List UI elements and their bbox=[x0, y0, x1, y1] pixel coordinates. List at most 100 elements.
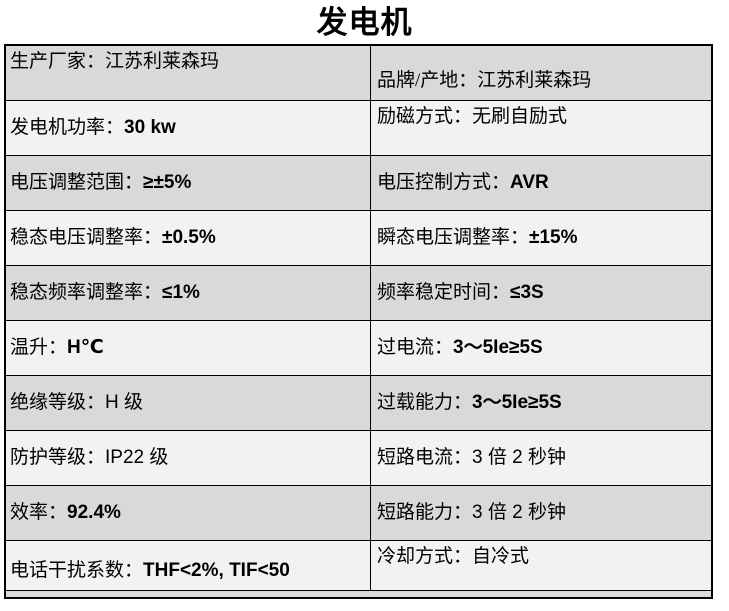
spec-value: 3～5Ie≥5S bbox=[472, 392, 562, 413]
label-value-separator: ： bbox=[453, 106, 473, 127]
spec-cell-right: 励磁方式：无刷自励式 bbox=[371, 101, 711, 155]
spec-cell-right: 品牌/产地：江苏利莱森玛 bbox=[371, 46, 711, 100]
spec-cell-left: 绝缘等级：H 级 bbox=[6, 376, 371, 430]
label-value-separator: ： bbox=[453, 502, 473, 523]
spec-text: 生产厂家：江苏利莱森玛 bbox=[10, 50, 219, 74]
label-value-separator: ： bbox=[86, 51, 106, 72]
spec-cell-left: 温升：H℃ bbox=[6, 321, 371, 375]
spec-value: 3 倍 2 秒钟 bbox=[472, 447, 567, 468]
label-value-separator: ： bbox=[491, 172, 511, 193]
spec-text: 励磁方式：无刷自励式 bbox=[377, 105, 567, 129]
label-value-separator: ： bbox=[453, 392, 473, 413]
page-title: 发电机 bbox=[316, 5, 413, 40]
spec-value: AVR bbox=[510, 172, 549, 193]
spec-value: 92.4% bbox=[67, 502, 121, 523]
spec-label: 频率稳定时间 bbox=[377, 282, 492, 303]
spec-text: 短路电流：3 倍 2 秒钟 bbox=[377, 446, 566, 470]
spec-text: 电压控制方式：AVR bbox=[377, 171, 549, 195]
spec-cell-right: 过电流：3～5Ie≥5S bbox=[371, 321, 711, 375]
spec-label: 品牌/产地 bbox=[377, 70, 459, 91]
label-value-separator: ： bbox=[86, 392, 106, 413]
spec-value: 江苏利莱森玛 bbox=[105, 51, 220, 72]
table-row: 发电机功率：30 kw 励磁方式：无刷自励式 bbox=[6, 101, 711, 156]
spec-value: H℃ bbox=[67, 337, 104, 358]
label-value-separator: ： bbox=[124, 172, 144, 193]
spec-label: 电压控制方式 bbox=[377, 172, 492, 193]
spec-text: 温升：H℃ bbox=[10, 336, 104, 360]
spec-text: 效率：92.4% bbox=[10, 501, 121, 525]
spec-table: 生产厂家：江苏利莱森玛 品牌/产地：江苏利莱森玛 发电机功率：30 kw 励磁方… bbox=[4, 44, 713, 599]
spec-text: 品牌/产地：江苏利莱森玛 bbox=[377, 69, 591, 93]
spec-value: 3～5Ie≥5S bbox=[453, 337, 543, 358]
table-bottom-spacer-row bbox=[6, 591, 711, 597]
spec-text: 短路能力：3 倍 2 秒钟 bbox=[377, 501, 566, 525]
spec-label: 冷却方式 bbox=[377, 546, 454, 567]
label-value-separator: ： bbox=[143, 227, 163, 248]
spec-cell-left: 稳态电压调整率：±0.5% bbox=[6, 211, 371, 265]
spec-text: 电压调整范围：≥±5% bbox=[10, 171, 191, 195]
table-row: 防护等级：IP22 级 短路电流：3 倍 2 秒钟 bbox=[6, 431, 711, 486]
label-value-separator: ： bbox=[510, 227, 530, 248]
spec-label: 生产厂家 bbox=[10, 51, 87, 72]
spec-label: 稳态电压调整率 bbox=[10, 227, 144, 248]
spec-cell-right: 冷却方式：自冷式 bbox=[371, 541, 711, 590]
spec-value: 无刷自励式 bbox=[472, 106, 568, 127]
label-value-separator: ： bbox=[453, 546, 473, 567]
label-value-separator: ： bbox=[48, 337, 68, 358]
label-value-separator: ： bbox=[434, 337, 454, 358]
spec-text: 稳态电压调整率：±0.5% bbox=[10, 226, 216, 250]
table-row: 温升：H℃ 过电流：3～5Ie≥5S bbox=[6, 321, 711, 376]
spec-label: 温升 bbox=[10, 337, 49, 358]
spec-text: 稳态频率调整率：≤1% bbox=[10, 281, 200, 305]
table-row: 稳态频率调整率：≤1% 频率稳定时间：≤3S bbox=[6, 266, 711, 321]
table-row: 生产厂家：江苏利莱森玛 品牌/产地：江苏利莱森玛 bbox=[6, 46, 711, 101]
spec-label: 过载能力 bbox=[377, 392, 454, 413]
spec-value: 30 kw bbox=[124, 117, 176, 138]
spec-text: 冷却方式：自冷式 bbox=[377, 545, 529, 569]
spec-text: 过电流：3～5Ie≥5S bbox=[377, 336, 543, 360]
label-value-separator: ： bbox=[491, 282, 511, 303]
spec-label: 瞬态电压调整率 bbox=[377, 227, 511, 248]
spec-value: ≥±5% bbox=[143, 172, 192, 193]
label-value-separator: ： bbox=[86, 447, 106, 468]
spec-cell-right: 过载能力：3～5Ie≥5S bbox=[371, 376, 711, 430]
spec-label: 短路电流 bbox=[377, 447, 454, 468]
spec-cell-right: 瞬态电压调整率：±15% bbox=[371, 211, 711, 265]
spec-cell-left: 防护等级：IP22 级 bbox=[6, 431, 371, 485]
spec-label: 短路能力 bbox=[377, 502, 454, 523]
spec-label: 效率 bbox=[10, 502, 49, 523]
label-value-separator: ： bbox=[48, 502, 68, 523]
table-row: 电压调整范围：≥±5% 电压控制方式：AVR bbox=[6, 156, 711, 211]
spec-value: ±15% bbox=[529, 227, 578, 248]
spec-value: 3 倍 2 秒钟 bbox=[472, 502, 567, 523]
label-value-separator: ： bbox=[458, 70, 478, 91]
spec-value: 江苏利莱森玛 bbox=[477, 70, 592, 91]
label-value-separator: ： bbox=[124, 560, 144, 581]
spec-label: 防护等级 bbox=[10, 447, 87, 468]
table-row: 效率：92.4% 短路能力：3 倍 2 秒钟 bbox=[6, 486, 711, 541]
spec-cell-left: 电压调整范围：≥±5% bbox=[6, 156, 371, 210]
spec-cell-right: 电压控制方式：AVR bbox=[371, 156, 711, 210]
spec-label: 电压调整范围 bbox=[10, 172, 125, 193]
spec-label: 绝缘等级 bbox=[10, 392, 87, 413]
label-value-separator: ： bbox=[105, 117, 125, 138]
spec-text: 电话干扰系数：THF<2%, TIF<50 bbox=[10, 559, 290, 583]
spec-value: 自冷式 bbox=[472, 546, 530, 567]
spec-text: 绝缘等级：H 级 bbox=[10, 391, 143, 415]
spec-cell-left: 效率：92.4% bbox=[6, 486, 371, 540]
spec-label: 电话干扰系数 bbox=[10, 560, 125, 581]
label-value-separator: ： bbox=[453, 447, 473, 468]
label-value-separator: ： bbox=[143, 282, 163, 303]
table-row: 电话干扰系数：THF<2%, TIF<50 冷却方式：自冷式 bbox=[6, 541, 711, 591]
spec-text: 过载能力：3～5Ie≥5S bbox=[377, 391, 562, 415]
spec-text: 发电机功率：30 kw bbox=[10, 116, 176, 140]
spec-cell-left: 电话干扰系数：THF<2%, TIF<50 bbox=[6, 541, 371, 590]
spec-value: ±0.5% bbox=[162, 227, 216, 248]
spec-label: 励磁方式 bbox=[377, 106, 454, 127]
spec-label: 过电流 bbox=[377, 337, 435, 358]
spec-cell-right: 短路电流：3 倍 2 秒钟 bbox=[371, 431, 711, 485]
spec-value: ≤1% bbox=[162, 282, 200, 303]
spec-value: ≤3S bbox=[510, 282, 544, 303]
spec-cell-right: 短路能力：3 倍 2 秒钟 bbox=[371, 486, 711, 540]
spec-text: 瞬态电压调整率：±15% bbox=[377, 226, 578, 250]
